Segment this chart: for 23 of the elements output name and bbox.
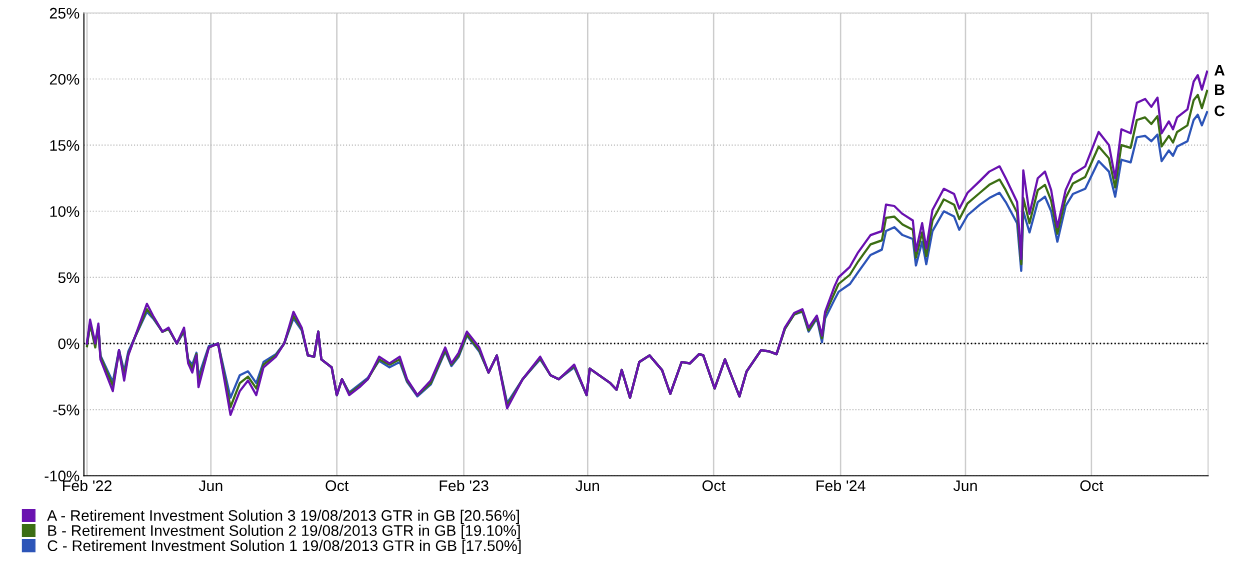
legend-label: B - Retirement Investment Solution 2 19/08/2013 GTR in GB [19.10%] — [48, 524, 520, 540]
y-tick-label: -5% — [53, 404, 80, 416]
legend-label: A - Retirement Investment Solution 3 19/08/2013 GTR in GB [20.56%] — [47, 509, 519, 524]
x-tick-label: Feb '24 — [816, 479, 866, 492]
y-tick-label: 10% — [50, 206, 80, 217]
annotation: B — [1215, 84, 1225, 95]
y-tick-label: 5% — [58, 272, 80, 284]
y-tick-label: 0% — [58, 338, 80, 350]
x-tick-label: Oct — [325, 480, 349, 492]
y-tick-label: 15% — [50, 140, 80, 151]
x-tick-label: Oct — [1080, 480, 1104, 492]
x-tick-label: Oct — [702, 480, 726, 492]
x-tick-label: Jun — [198, 480, 223, 492]
x-tick-label: Jun — [953, 480, 977, 492]
x-tick-label: Feb '23 — [439, 479, 489, 492]
y-tick-label: -10% — [44, 470, 80, 482]
legend-label: C - Retirement Investment Solution 1 19/08/2013 GTR in GB [17.50%] — [47, 539, 521, 555]
x-tick-label: Jun — [575, 480, 599, 492]
annotation: A — [1214, 65, 1225, 76]
y-tick-label: 20% — [49, 73, 80, 85]
x-tick-label: Feb '22 — [63, 479, 112, 492]
annotation: C — [1214, 105, 1225, 117]
y-tick-label: 25% — [49, 7, 80, 19]
